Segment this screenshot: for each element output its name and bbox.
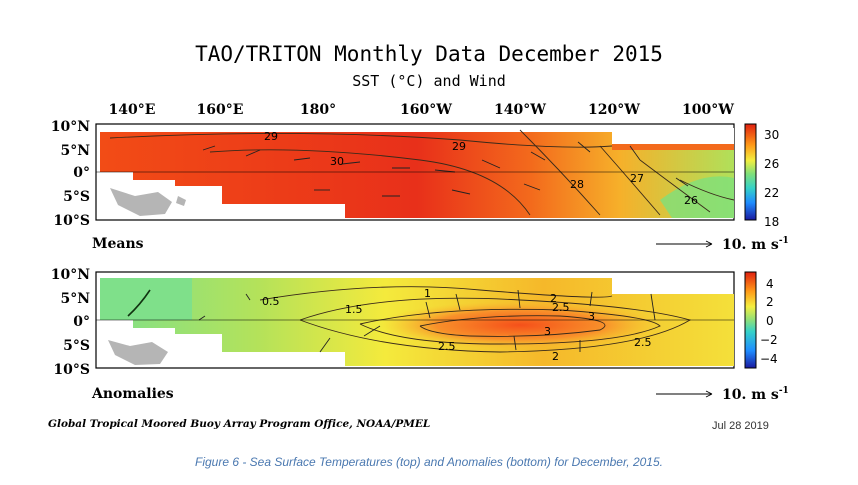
x-tick-label: 180° xyxy=(300,102,336,118)
colorbar-tick-label: 0 xyxy=(766,314,774,328)
y-tick-label: 5°N xyxy=(60,291,90,307)
longitude-axis: 140°E 160°E 180° 160°W 140°W 120°W 100°W xyxy=(109,102,735,118)
colorbar-tick-label: 26 xyxy=(764,157,779,171)
wind-reference-label: 10. m s xyxy=(722,387,779,403)
plot-date: Jul 28 2019 xyxy=(712,420,769,432)
anomalies-wind-vectors xyxy=(198,289,656,353)
anomalies-contour-label: 2 xyxy=(550,292,557,305)
colorbar-tick-label: 4 xyxy=(766,277,774,291)
x-tick-label: 120°W xyxy=(588,102,640,118)
anomalies-contour-label: 1 xyxy=(424,287,431,300)
means-wind-reference: 10. m s-1 xyxy=(656,236,789,253)
means-contour-label: 29 xyxy=(452,140,466,153)
y-tick-label: 5°N xyxy=(60,143,90,159)
y-tick-label: 5°S xyxy=(63,338,90,354)
anomalies-latitude-axis: 10°N 5°N 0° 5°S 10°S xyxy=(51,267,90,378)
x-tick-label: 160°E xyxy=(197,102,244,118)
anomalies-contour-label: 2.5 xyxy=(634,336,652,349)
wind-arrow-head-icon xyxy=(705,240,713,248)
land-islands xyxy=(176,196,186,206)
credit-line: Global Tropical Moored Buoy Array Progra… xyxy=(48,418,431,430)
colorbar-tick-label: 18 xyxy=(764,215,779,229)
means-wind-vectors xyxy=(202,141,689,197)
anomalies-contour-label: 3 xyxy=(588,310,595,323)
anomalies-cool-region xyxy=(100,278,192,320)
wind-reference-exponent: -1 xyxy=(779,386,789,396)
land-new-guinea xyxy=(110,188,172,216)
svg-text:10. m s-1: 10. m s-1 xyxy=(722,386,789,403)
means-contour-label: 26 xyxy=(684,194,698,207)
means-field-strip xyxy=(612,144,734,150)
chart-title: TAO/TRITON Monthly Data December 2015 xyxy=(195,42,663,66)
means-latitude-axis: 10°N 5°N 0° 5°S 10°S xyxy=(51,119,90,229)
colorbar-tick-label: −2 xyxy=(760,333,778,347)
anomalies-contour-label: 0.5 xyxy=(262,295,280,308)
means-contour-label: 28 xyxy=(570,178,584,191)
means-colorbar-ticks: 30 26 22 18 xyxy=(764,128,779,229)
land-new-guinea-anom xyxy=(108,340,168,365)
anomalies-panel: 0.5 1.5 1 2 2.5 3 3 2.5 2 2.5 10°N 5°N 0… xyxy=(51,267,789,403)
figure-caption: Figure 6 - Sea Surface Temperatures (top… xyxy=(194,455,663,469)
anomalies-wind-reference: 10. m s-1 xyxy=(656,386,789,403)
anomalies-contour-label: 2.5 xyxy=(438,340,456,353)
y-tick-label: 10°S xyxy=(53,362,90,378)
wind-arrow-head-icon xyxy=(705,390,713,398)
y-tick-label: 10°N xyxy=(51,267,90,283)
anomalies-colorbar xyxy=(744,271,757,369)
y-tick-label: 10°S xyxy=(53,213,90,229)
y-tick-label: 5°S xyxy=(63,189,90,205)
x-tick-label: 160°W xyxy=(400,102,452,118)
chart-subtitle: SST (°C) and Wind xyxy=(352,72,506,90)
means-panel: 29 30 29 28 27 26 140°E 160°E 180° 160°W… xyxy=(51,102,789,253)
y-tick-label: 0° xyxy=(73,314,90,330)
means-panel-label: Means xyxy=(92,236,144,252)
colorbar-tick-label: 2 xyxy=(766,295,774,309)
x-tick-label: 140°W xyxy=(494,102,546,118)
means-colorbar xyxy=(744,123,757,221)
anomalies-contour-label: 1.5 xyxy=(345,303,363,316)
svg-text:10. m s-1: 10. m s-1 xyxy=(722,236,789,253)
x-tick-label: 140°E xyxy=(109,102,156,118)
wind-reference-exponent: -1 xyxy=(779,236,789,246)
means-cool-tongue xyxy=(660,176,734,218)
anomalies-contour-label: 3 xyxy=(544,325,551,338)
wind-reference-label: 10. m s xyxy=(722,237,779,253)
anomalies-warm-core xyxy=(380,301,660,349)
anomalies-contour-label: 2.5 xyxy=(552,301,570,314)
colorbar-tick-label: 22 xyxy=(764,186,779,200)
means-missing-data xyxy=(612,128,734,144)
means-contour-label: 30 xyxy=(330,155,344,168)
y-tick-label: 0° xyxy=(73,165,90,181)
means-contour-label: 27 xyxy=(630,172,644,185)
means-contour-label: 29 xyxy=(264,130,278,143)
x-tick-label: 100°W xyxy=(682,102,734,118)
colorbar-tick-label: −4 xyxy=(760,352,778,366)
anomalies-contour-labels: 0.5 1.5 1 2 2.5 3 3 2.5 2 2.5 xyxy=(262,287,652,363)
means-contours xyxy=(109,129,735,216)
colorbar-tick-label: 30 xyxy=(764,128,779,142)
y-tick-label: 10°N xyxy=(51,119,90,135)
anomalies-contour-label: 2 xyxy=(552,350,559,363)
anomalies-panel-label: Anomalies xyxy=(91,386,174,402)
anomalies-colorbar-ticks: 4 2 0 −2 −4 xyxy=(760,277,778,366)
